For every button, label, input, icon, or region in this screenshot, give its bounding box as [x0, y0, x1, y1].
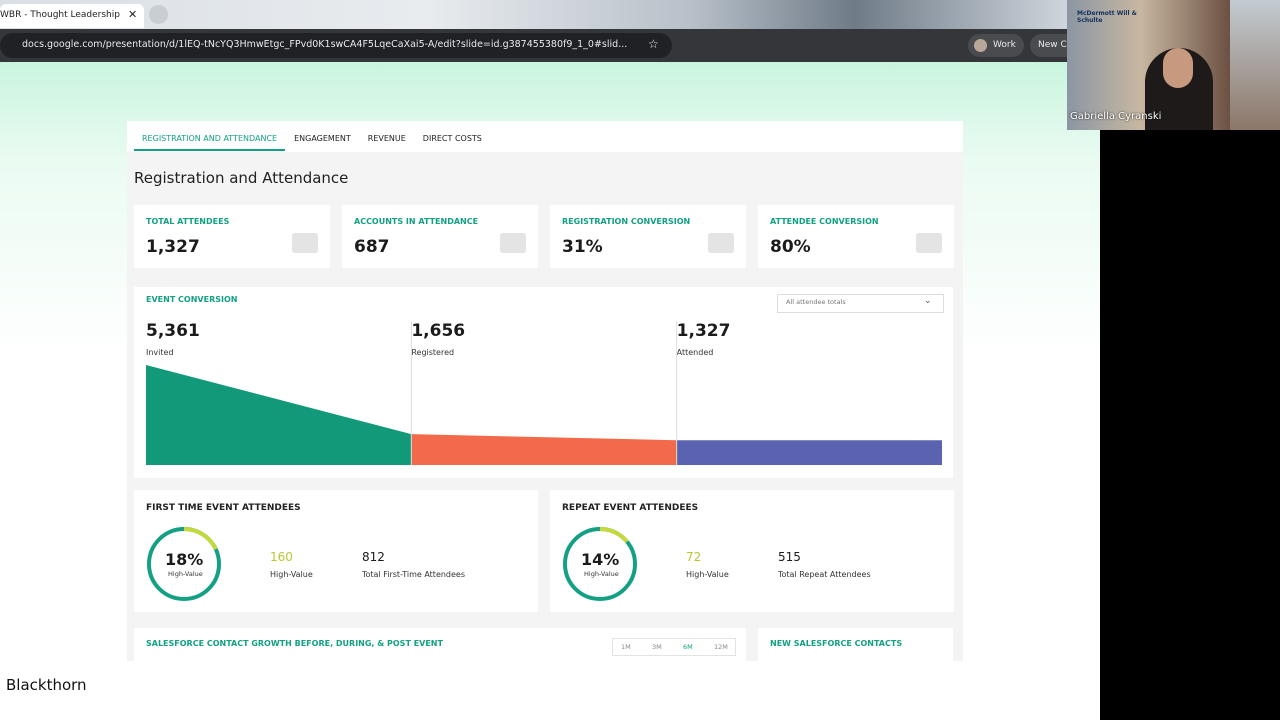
tab-title: WBR - Thought Leadership: E: [0, 10, 120, 20]
event-conversion-title: EVENT CONVERSION: [146, 295, 238, 304]
stage-value: 1,656: [411, 321, 466, 341]
donut-caption: High-Value: [584, 570, 619, 578]
avatar: [974, 39, 987, 52]
kpi-value: 687: [354, 237, 390, 257]
filter-dropdown[interactable]: All attendee totals ⌄: [777, 294, 944, 313]
range-button[interactable]: 1M: [621, 643, 631, 651]
attendee-card: FIRST TIME EVENT ATTENDEES 18% High-Value 1…: [134, 490, 538, 612]
kpi-card: TOTAL ATTENDEES 1,327: [134, 205, 330, 268]
tab-close[interactable]: ✕: [128, 8, 138, 21]
dashboard-tab[interactable]: ENGAGEMENT: [294, 134, 351, 143]
donut-arc: [147, 527, 221, 601]
tab-bar: WBR - Thought Leadership: E ✕: [0, 0, 1068, 29]
salesforce-growth-card: SALESFORCE CONTACT GROWTH BEFORE, DURING…: [134, 628, 746, 661]
kpi-icon: [916, 233, 942, 253]
dashboard-tab[interactable]: REVENUE: [367, 134, 406, 143]
high-value-caption: High-Value: [686, 570, 729, 579]
high-value: 160: [270, 550, 293, 564]
tab-strip: [127, 121, 963, 152]
kpi-value: 80%: [770, 237, 811, 257]
active-tab-underline: [134, 149, 286, 151]
funnel-segment: [146, 365, 412, 465]
range-button[interactable]: 12M: [714, 643, 728, 651]
stage-name: Registered: [411, 348, 455, 357]
range-button[interactable]: 3M: [652, 643, 662, 651]
address-bar-row: docs.google.com/presentation/d/1lEQ-tNcY…: [0, 29, 1080, 62]
kpi-icon: [292, 233, 318, 253]
dashboard-tab[interactable]: REGISTRATION AND ATTENDANCE: [142, 134, 278, 143]
video-background: [1100, 130, 1280, 720]
total: 515: [778, 550, 801, 564]
total-caption: Total First-Time Attendees: [362, 570, 466, 579]
address-bar[interactable]: docs.google.com/presentation/d/1lEQ-tNcY…: [0, 33, 672, 58]
range-selector: 1M 3M 6M 12M: [612, 638, 736, 656]
donut-caption: High-Value: [168, 570, 203, 578]
profile-button[interactable]: Work: [968, 34, 1024, 57]
funnel-segment: [411, 434, 677, 465]
new-contacts-card: NEW SALESFORCE CONTACTS: [758, 628, 953, 661]
attendee-card: REPEAT EVENT ATTENDEES 14% High-Value 72 Hig…: [550, 490, 954, 612]
webcam-tile: McDermott Will & Schulte Gabriella Cyran…: [1067, 0, 1230, 130]
new-contacts-title: NEW SALESFORCE CONTACTS: [770, 639, 903, 648]
range-button[interactable]: 6M: [683, 643, 693, 651]
donut-arc: [563, 527, 637, 601]
kpi-icon: [708, 233, 734, 253]
total-caption: Total Repeat Attendees: [778, 570, 871, 579]
dashboard: Registration and Attendance REGISTRATION…: [127, 121, 963, 661]
kpi-icon: [500, 233, 526, 253]
high-value-caption: High-Value: [270, 570, 313, 579]
kpi-value: 31%: [562, 237, 603, 257]
salesforce-growth-title: SALESFORCE CONTACT GROWTH BEFORE, DURING…: [146, 639, 443, 648]
total: 812: [362, 550, 385, 564]
heading: Registration and Attendance: [134, 169, 349, 187]
dashboard-tab[interactable]: DIRECT COSTS: [422, 134, 482, 143]
stage-value: 5,361: [146, 321, 200, 341]
new-chrome-label: New C: [1038, 40, 1067, 50]
kpi-card: ATTENDEE CONVERSION 80%: [758, 205, 954, 268]
new-tab-button[interactable]: [149, 5, 168, 24]
browser-tab[interactable]: WBR - Thought Leadership: E ✕: [0, 4, 144, 28]
donut-pct: 18%: [165, 550, 204, 569]
kpi-label: ACCOUNTS IN ATTENDANCE: [354, 217, 479, 226]
donut-pct: 14%: [581, 550, 620, 569]
kpi-value: 1,327: [146, 237, 200, 257]
attendee-title: FIRST TIME EVENT ATTENDEES: [146, 503, 301, 513]
url: docs.google.com/presentation/d/1lEQ-tNcY…: [22, 39, 628, 50]
attendee-title: REPEAT EVENT ATTENDEES: [562, 503, 699, 513]
funnel-segment: [676, 440, 942, 465]
dashboard-graphics: [146, 321, 942, 601]
stage-name: Attended: [676, 348, 714, 357]
cityscape: [1230, 0, 1280, 130]
dropdown-caret: ⌄: [924, 296, 932, 306]
logo: McDermott Will & Schulte: [1077, 10, 1137, 24]
kpi-card: REGISTRATION CONVERSION 31%: [550, 205, 746, 268]
face: [1163, 48, 1193, 88]
profile-name: Work: [993, 40, 1016, 50]
stage-value: 1,327: [676, 321, 731, 341]
kpi-label: REGISTRATION CONVERSION: [562, 217, 691, 226]
participant-name: Gabriella Cyranski: [1070, 111, 1162, 122]
kpi-label: TOTAL ATTENDEES: [146, 217, 230, 226]
stage-name: Invited: [146, 348, 174, 357]
presenter-logo: Blackthorn: [6, 676, 87, 694]
kpi-label: ATTENDEE CONVERSION: [770, 217, 879, 226]
filter-label: All attendee totals: [786, 298, 846, 306]
bookmark-star[interactable]: ☆: [648, 37, 659, 51]
high-value: 72: [686, 550, 702, 564]
kpi-card: ACCOUNTS IN ATTENDANCE 687: [342, 205, 538, 268]
